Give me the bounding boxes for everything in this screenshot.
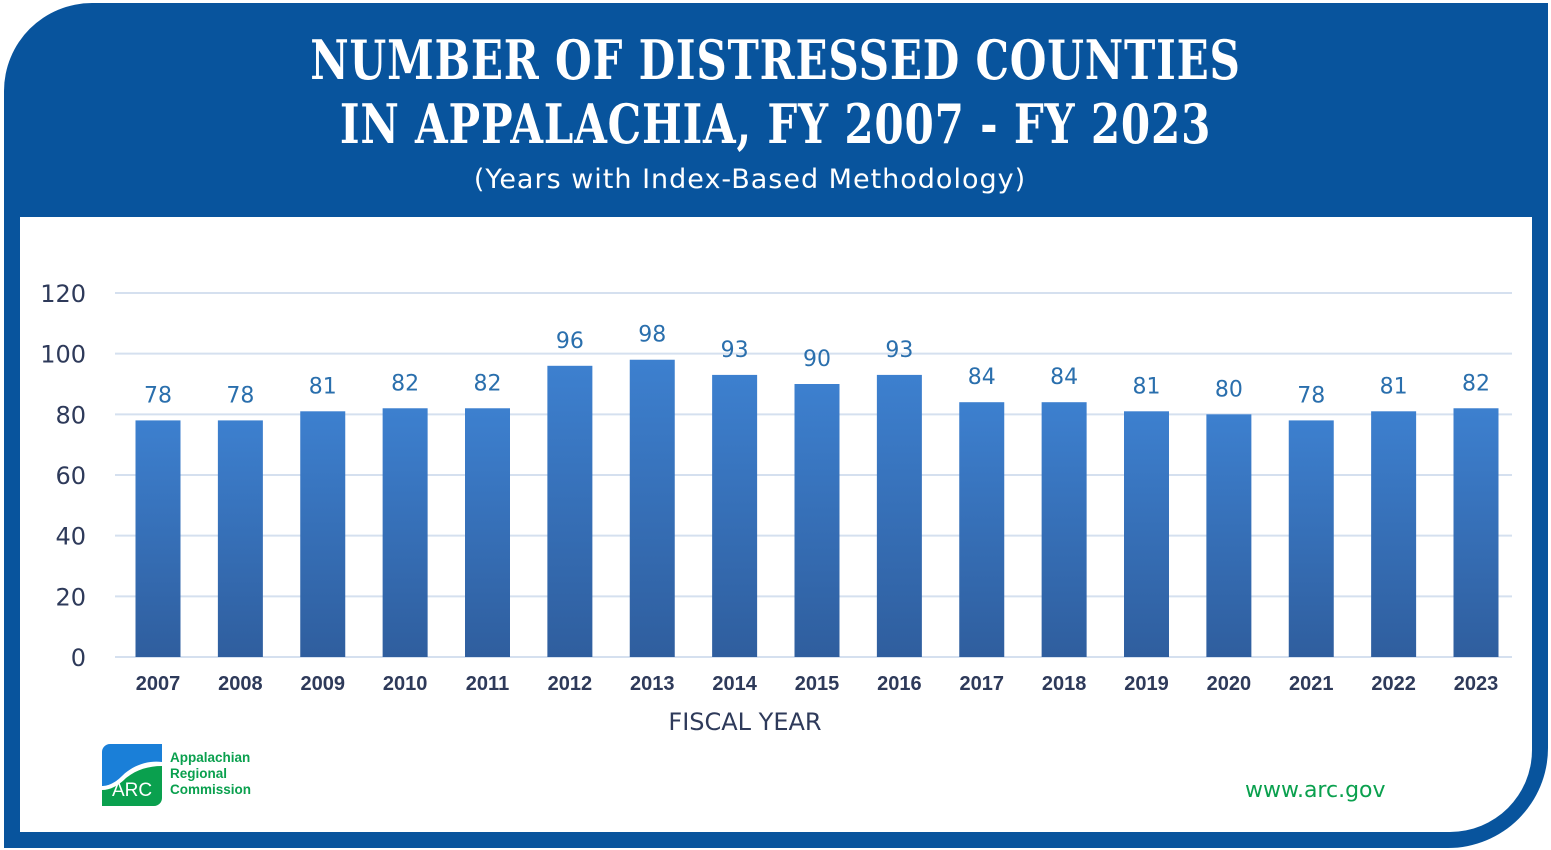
data-label: 82 bbox=[391, 371, 419, 396]
x-tick-label: 2009 bbox=[301, 673, 346, 695]
data-label: 78 bbox=[144, 383, 172, 408]
bar bbox=[465, 408, 510, 657]
chart-panel bbox=[20, 217, 1532, 832]
svg-text:ARC: ARC bbox=[112, 780, 152, 801]
bar bbox=[135, 420, 181, 657]
bar bbox=[1206, 414, 1252, 657]
bar bbox=[876, 374, 922, 657]
title-line-1: NUMBER OF DISTRESSED COUNTIES bbox=[310, 28, 1241, 92]
y-tick-label: 120 bbox=[40, 280, 86, 308]
data-label: 98 bbox=[638, 323, 666, 348]
x-tick-label: 2008 bbox=[218, 673, 263, 695]
y-tick-label: 20 bbox=[55, 583, 86, 611]
logo-text: Appalachian Regional Commission bbox=[170, 750, 251, 798]
x-tick-label: 2022 bbox=[1371, 673, 1416, 695]
x-tick-label: 2021 bbox=[1289, 673, 1334, 695]
data-label: 90 bbox=[803, 347, 831, 372]
x-tick-label: 2019 bbox=[1124, 673, 1169, 695]
bar bbox=[629, 359, 675, 657]
chart-title: NUMBER OF DISTRESSED COUNTIES IN APPALAC… bbox=[171, 28, 1381, 156]
data-label: 84 bbox=[1050, 365, 1078, 390]
y-tick-label: 80 bbox=[55, 401, 86, 429]
website-link[interactable]: www.arc.gov bbox=[1245, 778, 1386, 803]
x-tick-label: 2023 bbox=[1454, 673, 1499, 695]
data-label: 78 bbox=[226, 383, 254, 408]
logo-line-3: Commission bbox=[170, 782, 252, 797]
bar bbox=[959, 402, 1005, 657]
bar bbox=[1288, 420, 1334, 657]
bar bbox=[1041, 402, 1087, 657]
x-tick-label: 2014 bbox=[712, 673, 757, 695]
data-label: 78 bbox=[1297, 383, 1325, 408]
bar bbox=[382, 408, 428, 657]
data-label: 93 bbox=[721, 338, 749, 363]
y-tick-label: 60 bbox=[55, 462, 86, 490]
x-tick-label: 2020 bbox=[1207, 673, 1252, 695]
bar bbox=[794, 384, 840, 657]
data-label: 93 bbox=[885, 338, 913, 363]
x-tick-label: 2010 bbox=[383, 673, 428, 695]
data-label: 84 bbox=[968, 365, 996, 390]
data-label: 96 bbox=[556, 329, 584, 354]
y-tick-label: 100 bbox=[40, 341, 86, 369]
x-axis-label: FISCAL YEAR bbox=[668, 708, 821, 736]
bar bbox=[547, 365, 593, 657]
x-tick-label: 2017 bbox=[960, 673, 1005, 695]
bar bbox=[1124, 411, 1169, 657]
bar bbox=[1453, 408, 1499, 657]
x-tick-label: 2016 bbox=[877, 673, 922, 695]
data-label: 81 bbox=[1380, 374, 1408, 399]
bar bbox=[300, 411, 346, 657]
logo-line-2: Regional bbox=[170, 766, 228, 781]
data-label: 82 bbox=[474, 371, 502, 396]
x-tick-label: 2015 bbox=[795, 673, 840, 695]
logo-line-1: Appalachian bbox=[170, 750, 251, 765]
x-tick-label: 2018 bbox=[1042, 673, 1087, 695]
data-label: 81 bbox=[1133, 374, 1161, 399]
data-label: 82 bbox=[1462, 371, 1490, 396]
x-tick-label: 2011 bbox=[466, 673, 509, 695]
x-tick-label: 2007 bbox=[136, 673, 181, 695]
y-tick-label: 40 bbox=[55, 523, 86, 551]
title-line-2: IN APPALACHIA, FY 2007 - FY 2023 bbox=[339, 92, 1212, 156]
bar bbox=[712, 374, 758, 657]
data-label: 81 bbox=[309, 374, 337, 399]
bar bbox=[1371, 411, 1417, 657]
x-tick-label: 2012 bbox=[548, 673, 593, 695]
arc-logo: ARC bbox=[102, 744, 162, 806]
chart-subtitle: (Years with Index-Based Methodology) bbox=[473, 164, 1027, 195]
y-tick-label: 0 bbox=[71, 644, 86, 672]
bar bbox=[217, 420, 263, 657]
data-label: 80 bbox=[1215, 377, 1243, 402]
x-tick-label: 2013 bbox=[630, 673, 675, 695]
